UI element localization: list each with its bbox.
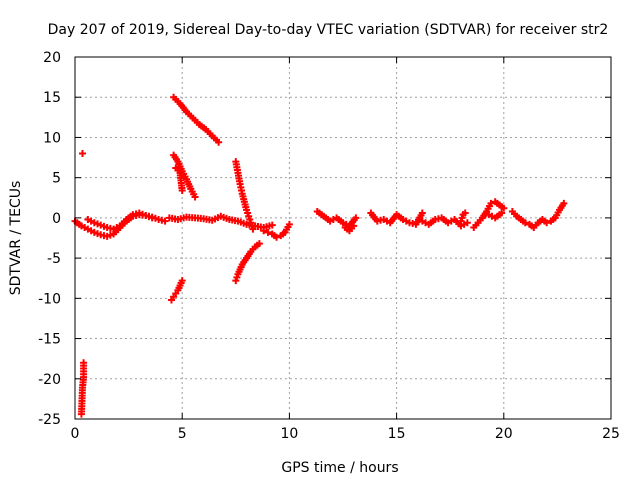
data-point: [463, 219, 471, 227]
data-point: [560, 199, 568, 207]
y-tick-label: -25: [38, 412, 61, 428]
data-point: [285, 220, 293, 228]
plot-frame: [74, 56, 612, 420]
x-tick-label: 5: [178, 426, 187, 442]
data-point: [268, 221, 276, 229]
data-point: [350, 222, 358, 230]
data-point: [500, 204, 508, 212]
grid-lines: [75, 57, 611, 419]
y-tick-label: 5: [52, 171, 61, 187]
y-tick-label: -20: [38, 372, 61, 388]
y-axis-label: SDTVAR / TECUs: [8, 181, 24, 296]
y-tick-label: -10: [38, 291, 61, 307]
data-point: [255, 240, 263, 248]
data-point: [260, 227, 268, 235]
y-tick-label: -15: [38, 332, 61, 348]
chart-title: Day 207 of 2019, Sidereal Day-to-day VTE…: [48, 22, 609, 38]
y-tick-label: 20: [43, 50, 61, 66]
y-tick-label: -5: [47, 251, 61, 267]
data-point: [178, 187, 186, 195]
data-point: [79, 150, 87, 158]
data-point: [498, 209, 506, 217]
y-tick-label: 10: [43, 130, 61, 146]
y-tick-label: 0: [52, 211, 61, 227]
x-axis-label: GPS time / hours: [281, 460, 398, 476]
x-tick-label: 10: [280, 426, 298, 442]
x-tick-label: 25: [602, 426, 620, 442]
data-point: [215, 138, 223, 146]
data-point: [461, 209, 469, 217]
data-point: [178, 277, 186, 285]
data-point: [521, 219, 529, 227]
data-point: [148, 214, 156, 222]
data-point: [161, 217, 169, 225]
data-point: [273, 233, 281, 241]
data-points: [71, 93, 568, 418]
data-point: [418, 209, 426, 217]
data-point: [352, 214, 360, 222]
x-tick-label: 15: [388, 426, 406, 442]
data-point: [77, 410, 85, 418]
data-point: [543, 219, 551, 227]
axes: 0 5 10 15 20 25 -25 -20 -15 -10 -5 0 5 10 15 20: [38, 50, 620, 442]
data-point: [249, 225, 257, 233]
y-tick-label: 15: [43, 90, 61, 106]
data-point: [191, 193, 199, 201]
x-tick-label: 0: [71, 426, 80, 442]
data-point: [264, 228, 272, 236]
x-tick-label: 20: [495, 426, 513, 442]
data-point: [487, 199, 495, 207]
